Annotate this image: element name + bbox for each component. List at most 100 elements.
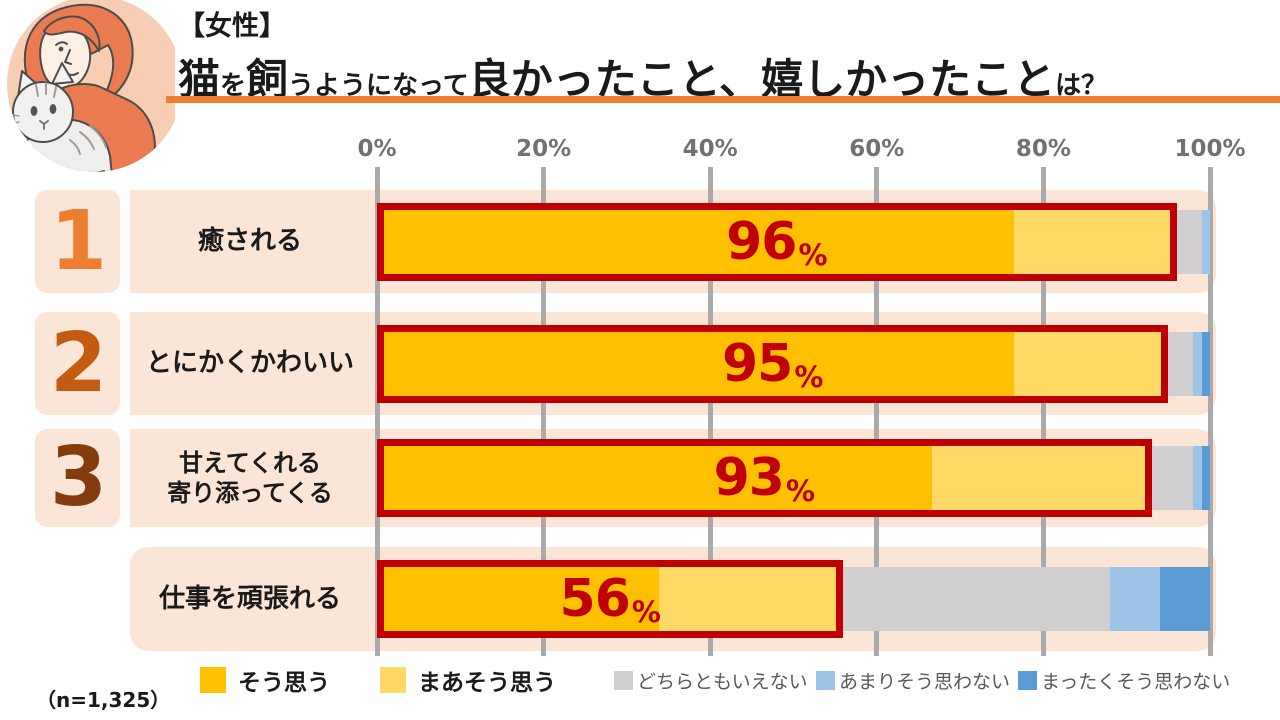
legend-label: まったくそう思わない [1041, 670, 1231, 693]
gridline [541, 167, 547, 656]
title-segment: は？ [1055, 70, 1108, 101]
row-category-label: 甘えてくれる 寄り添ってくる [167, 449, 333, 507]
legend-label: どちらともいえない [637, 670, 808, 693]
tail-segments [843, 567, 1210, 631]
total-percent-label: 56% [384, 567, 836, 631]
highlight-box: 93% [377, 439, 1152, 517]
row-plot: 95% [377, 312, 1210, 415]
row-plot: 93% [377, 429, 1210, 527]
title-segment: 飼 [246, 54, 289, 104]
cat-head [12, 81, 74, 143]
bar-segment-1 [384, 567, 659, 631]
legend-item: そう思う [200, 662, 330, 698]
axis-tick-label: 80% [1015, 136, 1071, 162]
nose [64, 49, 72, 65]
row-plot: 96% [377, 190, 1210, 293]
title-underline [166, 96, 1280, 103]
row-plot: 56% [377, 547, 1210, 651]
legend-label: まあそう思う [418, 670, 556, 696]
bar-segment-4 [1110, 567, 1160, 631]
rank-badge: 3 [35, 429, 120, 527]
percent-value: 56 [559, 569, 631, 629]
eye [58, 46, 64, 52]
bar-segment-2 [658, 567, 837, 631]
axis-tick-label: 40% [682, 136, 738, 162]
rank-number: 2 [49, 315, 107, 411]
legend-swatch [380, 667, 406, 693]
rank-number: 3 [49, 430, 107, 525]
gridline [374, 167, 380, 656]
tail-segments [1168, 331, 1210, 396]
rank-number: 1 [49, 193, 107, 289]
percent-value: 96 [726, 211, 797, 272]
title-segment: を [220, 70, 247, 101]
highlight-box: 56% [377, 560, 844, 638]
page-title: 猫を飼うようになって良かったこと、嬉しかったことは？ [178, 46, 1107, 107]
total-percent-label: 96% [384, 210, 1170, 274]
legend-label: あまりそう思わない [839, 670, 1011, 693]
bar-segment-2 [932, 446, 1145, 510]
tail-segments [1151, 446, 1210, 510]
percent-sign: % [631, 595, 661, 629]
title-tag-line: 【女性】 [178, 11, 286, 42]
row-category-label: 仕事を頑張れる [158, 583, 341, 614]
cat-nose-mouth [39, 120, 49, 130]
legend-swatch [816, 670, 835, 690]
percent-value: 95 [721, 333, 793, 394]
bar-segment-1 [384, 331, 1015, 396]
percent-sign: % [786, 474, 816, 508]
total-percent-label: 93% [384, 446, 1145, 510]
percent-sign: % [798, 237, 828, 272]
cat-eye-right [49, 104, 57, 114]
legend-item: まあそう思う [380, 662, 556, 698]
bar-segment-5 [1159, 567, 1210, 631]
bar-segment-3 [1151, 446, 1194, 510]
rank-badge: 2 [35, 312, 120, 415]
bar-segment-1 [384, 209, 1015, 274]
gridline [707, 167, 713, 656]
bar-segment-5 [1201, 331, 1210, 396]
row-category-label: 癒される [197, 226, 302, 257]
title-segment: 猫 [178, 54, 221, 104]
percent-sign: % [794, 359, 824, 394]
highlight-box: 96% [377, 202, 1177, 281]
sample-size-note: （n=1,325） [36, 688, 171, 712]
legend-item: まったくそう思わない [1018, 662, 1230, 698]
bar-segment-4 [1193, 446, 1202, 510]
eyebrow [55, 41, 68, 46]
bar-segment-5 [1201, 446, 1210, 510]
rank-badge: 1 [35, 190, 120, 293]
axis-tick-label: 60% [849, 136, 905, 162]
front-hair [43, 15, 101, 52]
legend-item: どちらともいえない [614, 662, 808, 698]
gridline [874, 167, 880, 656]
axis-tick-label: 100% [1174, 136, 1246, 162]
cat-ear-right [51, 62, 74, 85]
gridline [1207, 167, 1213, 656]
row-category-label: とにかくかわいい [145, 348, 354, 379]
bar-segment-2 [1014, 209, 1170, 274]
legend-label: そう思う [238, 670, 330, 696]
tail-segments [1176, 209, 1210, 274]
total-percent-label: 95% [384, 332, 1161, 396]
legend-swatch [1018, 670, 1037, 690]
bar-segment-1 [384, 446, 933, 510]
bar-segment-3 [1168, 331, 1194, 396]
axis-tick-label: 20% [516, 136, 572, 162]
axis-tick-label: 0% [357, 136, 397, 162]
cat-eye-left [30, 106, 38, 116]
title-segment: 良かったこと、嬉しかったこと [468, 54, 1056, 104]
legend-swatch [614, 670, 633, 690]
header: 【女性】 猫を飼うようになって良かったこと、嬉しかったことは？ [178, 10, 1107, 107]
bar-segment-3 [843, 567, 1111, 631]
woman-with-cat-illustration [7, 0, 175, 172]
cat-stripes [35, 82, 107, 155]
highlight-box: 95% [377, 324, 1169, 403]
bar-segment-3 [1176, 209, 1202, 274]
title-segment: うようになって [288, 70, 469, 101]
gridline [1040, 167, 1046, 656]
legend-swatch [200, 667, 226, 693]
percent-value: 93 [713, 448, 785, 508]
bar-segment-2 [1014, 331, 1162, 396]
